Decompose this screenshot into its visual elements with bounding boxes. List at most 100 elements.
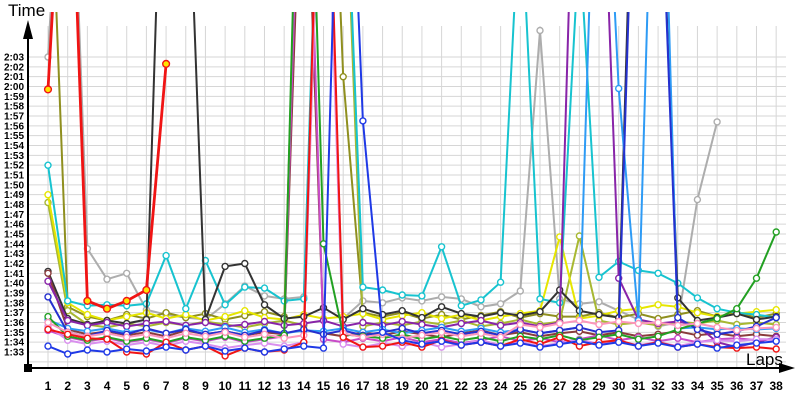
data-point-black[interactable] (437, 303, 446, 311)
data-point-blue[interactable] (575, 323, 584, 332)
data-point-pink[interactable] (713, 323, 721, 332)
data-point-red-highlight[interactable] (142, 285, 151, 295)
data-point-black[interactable] (359, 305, 367, 313)
data-point-green[interactable] (733, 305, 741, 313)
data-point-olive[interactable] (162, 309, 170, 317)
data-point-pink[interactable] (516, 320, 524, 329)
data-point-purple[interactable] (103, 318, 111, 327)
data-point-navy[interactable] (516, 339, 524, 347)
data-point-yellow[interactable] (772, 306, 780, 314)
data-point-pink[interactable] (122, 333, 131, 341)
data-point-red[interactable] (378, 342, 387, 350)
data-point-pink[interactable] (693, 319, 702, 328)
data-point-magenta[interactable] (674, 334, 682, 342)
data-point-purple[interactable] (162, 317, 170, 326)
data-point-navy[interactable] (201, 342, 210, 350)
data-point-black[interactable] (536, 308, 544, 316)
data-point-yellow[interactable] (654, 301, 662, 309)
data-point-purple[interactable] (496, 321, 505, 330)
data-point-navy[interactable] (595, 341, 603, 349)
data-point-blue[interactable] (536, 329, 544, 337)
data-point-pink[interactable] (418, 331, 426, 339)
data-point-red[interactable] (83, 334, 92, 342)
data-point-navy[interactable] (418, 340, 426, 348)
data-point-pink[interactable] (359, 333, 367, 341)
data-point-green[interactable] (654, 332, 662, 340)
data-point-silver[interactable] (103, 275, 111, 283)
data-point-cyan[interactable] (693, 294, 702, 302)
data-point-navy[interactable] (496, 342, 505, 350)
data-point-silver[interactable] (516, 287, 524, 295)
data-point-navy[interactable] (398, 336, 406, 344)
data-point-purple[interactable] (457, 319, 465, 328)
data-point-pink[interactable] (752, 324, 761, 333)
data-point-red[interactable] (63, 330, 72, 338)
data-point-cyan[interactable] (359, 283, 367, 291)
data-point-purple[interactable] (122, 322, 131, 331)
data-point-red[interactable] (359, 343, 367, 351)
data-point-cyan[interactable] (595, 273, 603, 281)
data-point-silver[interactable] (437, 293, 446, 301)
data-point-red[interactable] (339, 333, 347, 341)
data-point-cyan[interactable] (654, 269, 662, 277)
data-point-pink[interactable] (241, 333, 249, 341)
data-point-pink[interactable] (654, 318, 662, 327)
data-point-cyan[interactable] (44, 161, 52, 169)
data-point-silver[interactable] (536, 26, 544, 35)
data-point-navy[interactable] (260, 348, 269, 356)
data-point-green[interactable] (634, 335, 643, 343)
data-point-silver[interactable] (496, 300, 505, 308)
data-point-silver[interactable] (122, 269, 131, 277)
data-point-navy[interactable] (359, 117, 367, 125)
data-point-black[interactable] (398, 307, 406, 315)
data-point-blue[interactable] (142, 324, 151, 333)
data-point-pink[interactable] (615, 317, 623, 326)
data-point-pink[interactable] (142, 330, 151, 338)
data-point-purple[interactable] (63, 316, 72, 325)
data-point-pink[interactable] (437, 328, 446, 336)
data-point-navy[interactable] (378, 328, 387, 336)
data-point-navy[interactable] (674, 343, 682, 351)
data-point-yellow[interactable] (437, 314, 446, 323)
data-point-navy[interactable] (752, 339, 761, 347)
data-point-yellow[interactable] (221, 312, 229, 321)
data-point-yellow[interactable] (83, 310, 92, 319)
data-point-blue[interactable] (674, 313, 682, 322)
data-point-cyan[interactable] (477, 296, 485, 304)
data-point-red-highlight[interactable] (83, 296, 92, 306)
data-point-red-highlight[interactable] (122, 296, 131, 306)
data-point-navy[interactable] (280, 345, 288, 353)
data-point-navy[interactable] (83, 346, 92, 354)
data-point-purple[interactable] (418, 320, 426, 329)
data-point-navy[interactable] (44, 342, 52, 350)
data-point-yellow[interactable] (122, 312, 131, 321)
data-point-black[interactable] (752, 315, 761, 324)
data-point-cyan[interactable] (162, 251, 170, 260)
data-point-purple[interactable] (477, 316, 485, 325)
data-point-violet[interactable] (713, 336, 721, 344)
data-point-red[interactable] (103, 335, 111, 343)
data-point-purple[interactable] (201, 318, 210, 327)
data-point-cyan[interactable] (713, 305, 721, 313)
data-point-blue[interactable] (772, 313, 780, 322)
data-point-black[interactable] (221, 262, 229, 271)
data-point-cyan[interactable] (418, 292, 426, 300)
data-point-pink[interactable] (477, 329, 485, 337)
data-point-navy[interactable] (300, 342, 308, 350)
data-point-navy[interactable] (615, 338, 623, 346)
data-point-pink[interactable] (260, 330, 269, 338)
data-point-navy[interactable] (162, 343, 170, 351)
data-point-black[interactable] (496, 309, 505, 317)
data-point-navy[interactable] (241, 344, 249, 352)
data-point-pink[interactable] (280, 334, 288, 342)
data-point-cyan[interactable] (182, 305, 190, 313)
data-point-purple[interactable] (260, 317, 269, 326)
data-point-yellow[interactable] (44, 190, 52, 199)
data-point-green[interactable] (713, 314, 721, 323)
data-point-red[interactable] (772, 345, 780, 353)
data-point-navy[interactable] (693, 340, 702, 348)
data-point-pink[interactable] (496, 333, 505, 341)
data-point-purple[interactable] (359, 318, 367, 327)
data-point-navy[interactable] (575, 337, 584, 345)
